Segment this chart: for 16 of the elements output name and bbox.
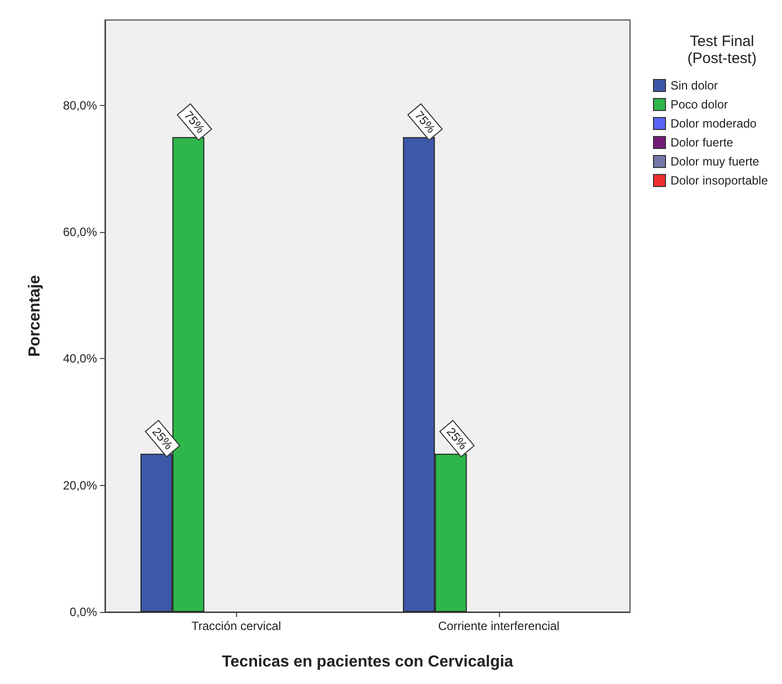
legend-label: Dolor fuerte <box>670 136 734 150</box>
legend-label: Poco dolor <box>670 98 728 112</box>
y-tick-label: 0,0% <box>70 605 98 619</box>
y-tick-label: 80,0% <box>62 98 98 112</box>
legend-label: Dolor muy fuerte <box>670 154 760 168</box>
x-tick-label: Corriente interferencial <box>438 619 560 633</box>
legend-label: Dolor moderado <box>670 116 757 130</box>
x-axis-title: Tecnicas en pacientes con Cervicalgia <box>222 654 514 670</box>
y-axis-title: Porcentaje <box>26 274 44 357</box>
legend-label: Dolor insoportable <box>670 174 768 188</box>
x-tick-label: Tracción cervical <box>191 619 282 633</box>
y-tick-label: 20,0% <box>62 478 98 492</box>
y-tick-label: 60,0% <box>62 225 98 240</box>
legend-label: Sin dolor <box>670 78 718 92</box>
y-tick-label: 40,0% <box>62 352 98 366</box>
legend-title: Test Final (Post-test) <box>687 33 757 67</box>
